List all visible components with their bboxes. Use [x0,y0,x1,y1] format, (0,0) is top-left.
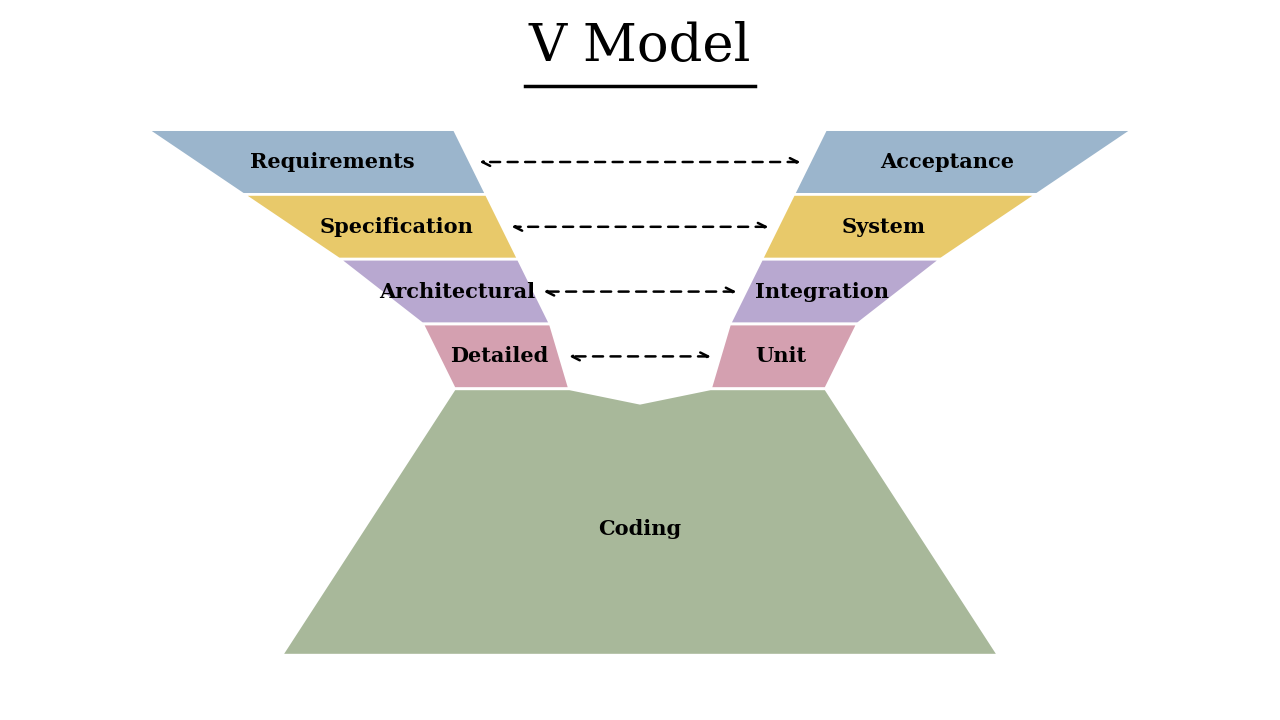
Polygon shape [339,259,550,324]
Text: Unit: Unit [755,346,806,366]
Polygon shape [730,259,941,324]
Polygon shape [282,389,998,655]
Text: System: System [841,217,925,237]
Polygon shape [422,324,570,389]
Text: Specification: Specification [320,217,474,237]
Text: Coding: Coding [599,519,681,539]
Text: Integration: Integration [755,282,890,302]
Text: Detailed: Detailed [451,346,548,366]
Text: Architectural: Architectural [380,282,535,302]
Polygon shape [710,324,858,389]
Polygon shape [794,130,1133,194]
Text: Requirements: Requirements [251,152,415,172]
Polygon shape [762,194,1037,259]
Text: V Model: V Model [529,22,751,72]
Polygon shape [147,130,486,194]
Text: Acceptance: Acceptance [881,152,1014,172]
Polygon shape [243,194,518,259]
